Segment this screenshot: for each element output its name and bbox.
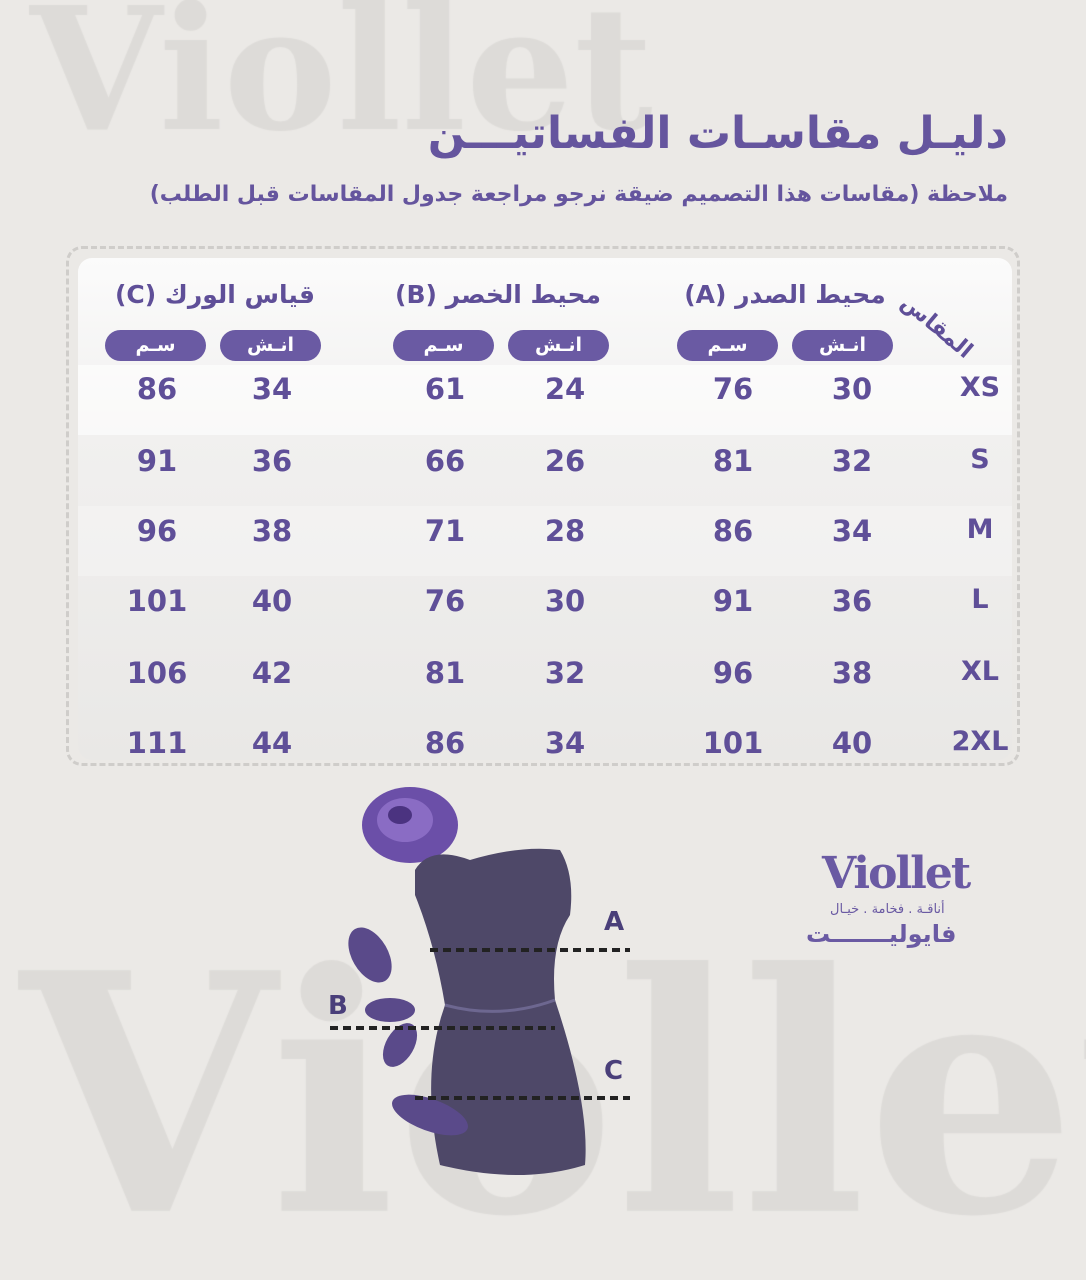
rose-icon <box>362 787 458 863</box>
waist-inch-pill: انـش <box>508 330 609 361</box>
row-band <box>78 506 1012 576</box>
brand-arabic-name: فايوليـــــــت <box>806 920 957 948</box>
mark-b: B <box>328 991 348 1021</box>
waist-cm-pill: سـم <box>393 330 494 361</box>
table-cell: 40 <box>831 726 873 760</box>
dress-illustration <box>330 787 630 1175</box>
table-cell: 91 <box>712 584 754 618</box>
table-cell: 34 <box>251 372 293 406</box>
hip-inch-pill: انـش <box>220 330 321 361</box>
table-cell: 32 <box>831 444 873 478</box>
hip-cm-pill: سـم <box>105 330 206 361</box>
table-cell: 96 <box>712 656 754 690</box>
size-label: S <box>970 444 990 475</box>
size-label: M <box>966 514 994 545</box>
table-cell: 36 <box>251 444 293 478</box>
table-cell: 30 <box>831 372 873 406</box>
table-cell: 34 <box>544 726 586 760</box>
mark-c: C <box>604 1056 624 1086</box>
size-label: XL <box>960 656 1000 687</box>
table-cell: 86 <box>712 514 754 548</box>
mark-a: A <box>604 907 625 937</box>
table-cell: 81 <box>712 444 754 478</box>
table-cell: 40 <box>251 584 293 618</box>
brand-logo: Viollet <box>822 848 971 899</box>
table-cell: 76 <box>424 584 466 618</box>
table-cell: 30 <box>544 584 586 618</box>
table-cell: 26 <box>544 444 586 478</box>
table-cell: 36 <box>831 584 873 618</box>
table-cell: 91 <box>136 444 178 478</box>
column-header-waist: محيط الخصر (B) <box>395 280 601 309</box>
leaves-icon <box>348 927 468 1136</box>
size-label: L <box>971 584 989 615</box>
brand-tagline: أناقـة . فخامة . خيـال <box>830 902 945 917</box>
table-cell: 96 <box>136 514 178 548</box>
table-cell: 24 <box>544 372 586 406</box>
table-cell: 38 <box>831 656 873 690</box>
table-cell: 38 <box>251 514 293 548</box>
table-cell: 86 <box>424 726 466 760</box>
size-label: 2XL <box>951 726 1009 757</box>
table-frame <box>66 246 1020 766</box>
table-cell: 42 <box>251 656 293 690</box>
table-cell: 71 <box>424 514 466 548</box>
table-cell: 66 <box>424 444 466 478</box>
table-cell: 101 <box>702 726 764 760</box>
table-cell: 106 <box>126 656 188 690</box>
chest-inch-pill: انـش <box>792 330 893 361</box>
chest-cm-pill: سـم <box>677 330 778 361</box>
table-cell: 61 <box>424 372 466 406</box>
table-cell: 28 <box>544 514 586 548</box>
note-text: ملاحظة (مقاسات هذا التصميم ضيقة نرجو مرا… <box>149 182 1008 207</box>
table-cell: 76 <box>712 372 754 406</box>
table-cell: 101 <box>126 584 188 618</box>
table-cell: 32 <box>544 656 586 690</box>
page-title: دليـل مقاسـات الفساتيـــن <box>427 108 1008 159</box>
table-cell: 34 <box>831 514 873 548</box>
column-header-chest: محيط الصدر (A) <box>684 280 886 309</box>
size-label: XS <box>959 372 1001 403</box>
row-band <box>78 365 1012 435</box>
column-header-hip: قياس الورك (C) <box>114 280 316 309</box>
table-cell: 111 <box>126 726 188 760</box>
table-cell: 44 <box>251 726 293 760</box>
table-cell: 81 <box>424 656 466 690</box>
table-cell: 86 <box>136 372 178 406</box>
